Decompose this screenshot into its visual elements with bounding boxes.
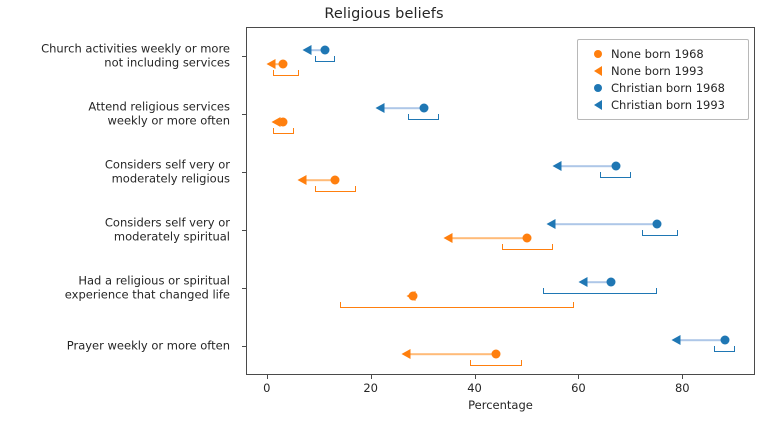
connector-line (678, 339, 725, 341)
data-marker-triangle (375, 103, 385, 113)
legend-label: None born 1993 (611, 63, 704, 78)
x-axis-label: Percentage (468, 398, 533, 412)
data-marker-triangle (271, 117, 281, 127)
data-marker-dot (278, 59, 288, 69)
x-axis-tick-label: 0 (263, 381, 271, 395)
y-category-label: Prayer weekly or more often (66, 338, 230, 353)
x-axis-tick-label: 40 (467, 381, 482, 395)
connector-line (408, 353, 497, 355)
confidence-interval-bracket (543, 288, 658, 294)
y-axis-tick (242, 56, 246, 57)
x-axis-tick-label: 60 (571, 381, 586, 395)
legend-label: Christian born 1968 (611, 80, 726, 95)
connector-line (558, 165, 616, 167)
legend-swatch (585, 83, 611, 92)
x-axis: 0 20 40 60 80 (246, 375, 755, 415)
data-marker-triangle (578, 277, 588, 287)
data-marker-triangle (552, 161, 562, 171)
chart-title: Religious beliefs (324, 6, 444, 22)
confidence-interval-bracket (408, 114, 440, 120)
data-marker-dot (278, 117, 288, 127)
confidence-interval-bracket (272, 70, 299, 76)
confidence-interval-bracket (600, 172, 632, 178)
data-marker-triangle (401, 349, 411, 359)
y-axis-tick (242, 288, 246, 289)
data-marker-dot (408, 291, 418, 301)
legend-circle-icon (594, 83, 602, 92)
y-category-label: Considers self very or moderately religi… (104, 157, 230, 185)
x-axis-tick (370, 375, 372, 379)
legend-swatch (585, 65, 611, 76)
data-marker-triangle (266, 59, 276, 69)
connector-line (272, 63, 284, 65)
data-marker-triangle (546, 219, 556, 229)
legend-entry[interactable]: Christian born 1968 (585, 79, 741, 96)
data-marker-dot (606, 277, 616, 287)
y-category-label: Church activities weekly or more not inc… (41, 41, 230, 69)
connector-line (584, 281, 611, 283)
data-marker-triangle (297, 175, 307, 185)
legend-circle-icon (594, 49, 602, 58)
confidence-interval-bracket (641, 230, 679, 236)
confidence-interval-bracket (501, 244, 554, 250)
data-marker-dot (491, 349, 501, 359)
legend: None born 1968 None born 1993 Christian bo… (577, 39, 749, 120)
data-marker-dot (522, 233, 532, 243)
y-axis-category-labels: Church activities weekly or more not inc… (0, 27, 238, 375)
x-axis-tick (682, 375, 684, 379)
legend-entry[interactable]: None born 1968 (585, 45, 741, 62)
connector-line (304, 179, 336, 181)
x-axis-tick (474, 375, 476, 379)
y-category-label: Had a religious or spiritual experience … (64, 273, 230, 301)
legend-triangle-icon (594, 99, 602, 110)
data-marker-triangle (671, 335, 681, 345)
confidence-interval-bracket (272, 128, 294, 134)
legend-label: Christian born 1993 (611, 97, 726, 112)
x-axis-tick (578, 375, 580, 379)
connector-line (382, 107, 424, 109)
connector-line (449, 237, 528, 239)
legend-swatch (585, 99, 611, 110)
connector-line (309, 49, 325, 51)
data-marker-triangle (302, 45, 312, 55)
y-axis-tick (242, 230, 246, 231)
y-axis-tick (242, 172, 246, 173)
legend-label: None born 1968 (611, 46, 704, 61)
x-axis-tick (266, 375, 268, 379)
data-marker-dot (320, 45, 330, 55)
legend-swatch (585, 49, 611, 58)
legend-entry[interactable]: None born 1993 (585, 62, 741, 79)
y-category-label: Considers self very or moderately spirit… (104, 215, 230, 243)
data-marker-dot (419, 103, 429, 113)
confidence-interval-bracket (340, 302, 575, 308)
confidence-interval-bracket (314, 186, 357, 192)
confidence-interval-bracket (470, 360, 523, 366)
y-category-label: Attend religious services weekly or more… (88, 99, 230, 127)
confidence-interval-bracket (314, 56, 336, 62)
data-marker-dot (652, 219, 662, 229)
data-marker-triangle (443, 233, 453, 243)
connector-line (553, 223, 658, 225)
legend-entry[interactable]: Christian born 1993 (585, 96, 741, 113)
data-marker-dot (720, 335, 730, 345)
legend-triangle-icon (594, 65, 602, 76)
x-axis-tick-label: 80 (674, 381, 690, 395)
x-axis-tick-label: 20 (363, 381, 378, 395)
y-axis-tick (242, 346, 246, 347)
confidence-interval-bracket (714, 346, 736, 352)
data-marker-dot (611, 161, 621, 171)
data-marker-dot (330, 175, 340, 185)
y-axis-tick (242, 114, 246, 115)
